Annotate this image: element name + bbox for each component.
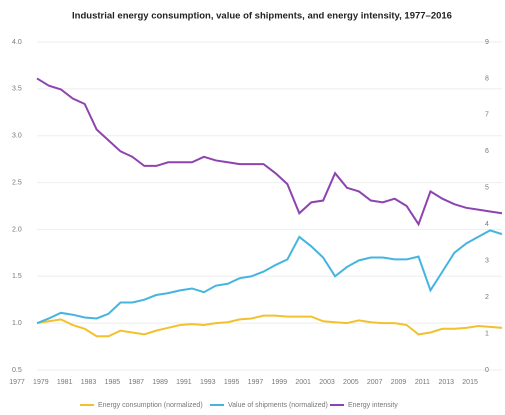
x-tick-label: 2007 bbox=[367, 379, 383, 386]
y2-tick-label: 1 bbox=[485, 330, 489, 337]
x-tick-label: 2005 bbox=[343, 379, 359, 386]
x-tick-label: 1985 bbox=[105, 379, 121, 386]
x-tick-label: 1977 bbox=[9, 379, 25, 386]
x-tick-label: 2003 bbox=[319, 379, 335, 386]
x-tick-label: 1989 bbox=[152, 379, 168, 386]
y-tick-label: 2.5 bbox=[12, 179, 22, 186]
y2-tick-label: 2 bbox=[485, 294, 489, 301]
x-tick-label: 2013 bbox=[438, 379, 454, 386]
legend-label: Energy intensity bbox=[348, 402, 398, 409]
series-line bbox=[36, 77, 503, 227]
x-tick-label: 1981 bbox=[57, 379, 73, 386]
y-tick-label: 3.0 bbox=[12, 133, 22, 140]
x-tick-label: 1991 bbox=[176, 379, 192, 386]
series-line bbox=[36, 314, 503, 338]
x-tick-label: 1979 bbox=[33, 379, 49, 386]
y-tick-label: 1.5 bbox=[12, 273, 22, 280]
chart-title: Industrial energy consumption, value of … bbox=[72, 11, 452, 22]
y-tick-label: 3.5 bbox=[12, 86, 22, 93]
y2-tick-label: 7 bbox=[485, 112, 489, 119]
y2-tick-label: 8 bbox=[485, 75, 489, 82]
x-tick-label: 2015 bbox=[462, 379, 478, 386]
x-tick-label: 2009 bbox=[391, 379, 407, 386]
x-tick-label: 1995 bbox=[224, 379, 240, 386]
y-tick-label: 1.0 bbox=[12, 320, 22, 327]
y2-tick-label: 4 bbox=[485, 221, 489, 228]
y2-tick-label: 6 bbox=[485, 148, 489, 155]
y-tick-label: 0.5 bbox=[12, 367, 22, 374]
x-tick-label: 1993 bbox=[200, 379, 216, 386]
x-tick-label: 2001 bbox=[295, 379, 311, 386]
x-tick-label: 1999 bbox=[272, 379, 288, 386]
legend-label: Value of shipments (normalized) bbox=[228, 402, 328, 409]
y-tick-label: 4.0 bbox=[12, 39, 22, 46]
x-tick-label: 1983 bbox=[81, 379, 97, 386]
x-tick-label: 1997 bbox=[248, 379, 264, 386]
x-tick-label: 2011 bbox=[415, 379, 430, 386]
y-tick-label: 2.0 bbox=[12, 226, 22, 233]
x-tick-label: 1987 bbox=[128, 379, 144, 386]
legend-label: Energy consumption (normalized) bbox=[98, 402, 203, 409]
y2-tick-label: 9 bbox=[485, 39, 489, 46]
series-line bbox=[36, 229, 503, 325]
y2-tick-label: 5 bbox=[485, 185, 489, 192]
y2-tick-label: 0 bbox=[485, 367, 489, 374]
y2-tick-label: 3 bbox=[485, 258, 489, 265]
